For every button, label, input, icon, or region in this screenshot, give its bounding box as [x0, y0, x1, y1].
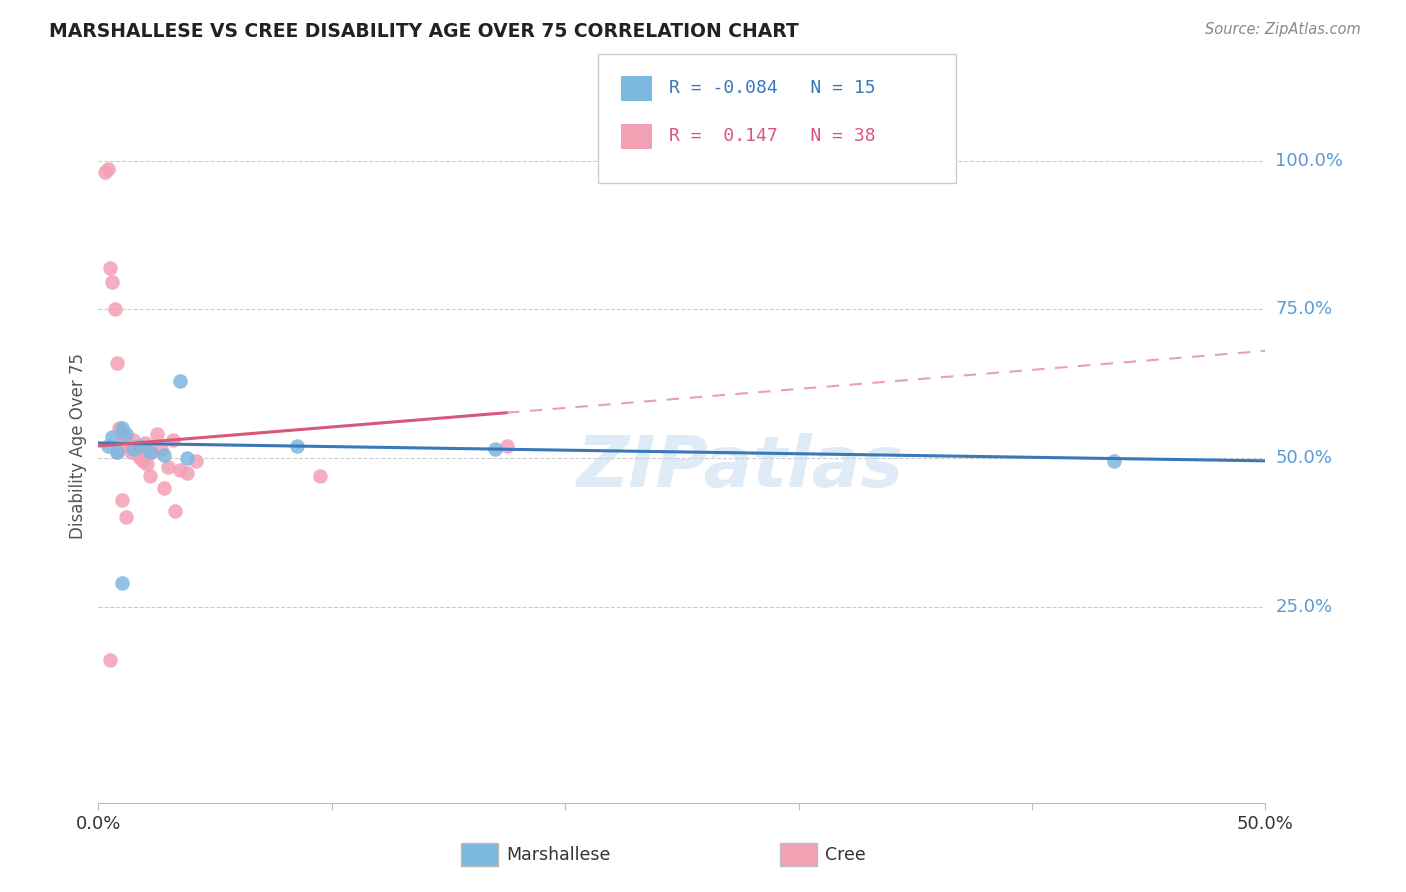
Point [127, 448, 149, 462]
Point [101, 430, 124, 444]
Point [98, 653, 121, 667]
Point [105, 445, 128, 459]
Text: Marshallese: Marshallese [506, 846, 610, 863]
Point [136, 457, 159, 471]
Point [495, 439, 517, 453]
Text: R =  0.147   N = 38: R = 0.147 N = 38 [669, 128, 876, 145]
Point [146, 427, 169, 442]
Point [105, 445, 128, 459]
Point [139, 445, 162, 459]
Point [176, 450, 198, 465]
Point [115, 510, 138, 524]
Point [139, 468, 162, 483]
Point [98, 260, 121, 275]
Point [176, 466, 198, 480]
Point [129, 439, 152, 453]
Point [309, 468, 332, 483]
Point [1102, 454, 1125, 468]
Point [186, 454, 208, 468]
Point [101, 276, 124, 290]
Y-axis label: Disability Age Over 75: Disability Age Over 75 [69, 353, 87, 539]
Point [111, 427, 134, 442]
Point [104, 302, 127, 317]
Text: 50.0%: 50.0% [1275, 449, 1331, 467]
Point [157, 459, 180, 474]
Point [115, 427, 138, 442]
Point [122, 442, 145, 456]
Text: ZIPatlas: ZIPatlas [576, 433, 904, 502]
Text: 75.0%: 75.0% [1275, 301, 1333, 318]
Text: Cree: Cree [825, 846, 866, 863]
Point [105, 356, 128, 370]
Point [97, 162, 120, 177]
Point [129, 450, 152, 465]
Point [108, 421, 131, 435]
Text: MARSHALLESE VS CREE DISABILITY AGE OVER 75 CORRELATION CHART: MARSHALLESE VS CREE DISABILITY AGE OVER … [49, 22, 799, 41]
Point [94, 165, 117, 179]
Point [111, 492, 134, 507]
Point [112, 430, 135, 444]
Text: 25.0%: 25.0% [1275, 598, 1333, 615]
Point [134, 436, 156, 450]
Point [285, 439, 308, 453]
Point [134, 448, 156, 462]
Point [152, 448, 174, 462]
Point [132, 454, 155, 468]
Text: R = -0.084   N = 15: R = -0.084 N = 15 [669, 79, 876, 97]
Point [122, 439, 145, 453]
Text: 100.0%: 100.0% [1275, 152, 1343, 169]
Text: Source: ZipAtlas.com: Source: ZipAtlas.com [1205, 22, 1361, 37]
Point [120, 445, 142, 459]
Point [162, 433, 184, 447]
Point [152, 481, 174, 495]
Point [141, 445, 163, 459]
Point [97, 439, 120, 453]
Point [125, 442, 148, 456]
Point [150, 442, 173, 456]
Point [484, 442, 506, 456]
Point [111, 575, 134, 590]
Point [169, 463, 191, 477]
Point [169, 374, 191, 388]
Point [115, 436, 138, 450]
Point [111, 421, 134, 435]
Point [122, 433, 145, 447]
Point [118, 439, 141, 453]
Point [165, 504, 187, 518]
